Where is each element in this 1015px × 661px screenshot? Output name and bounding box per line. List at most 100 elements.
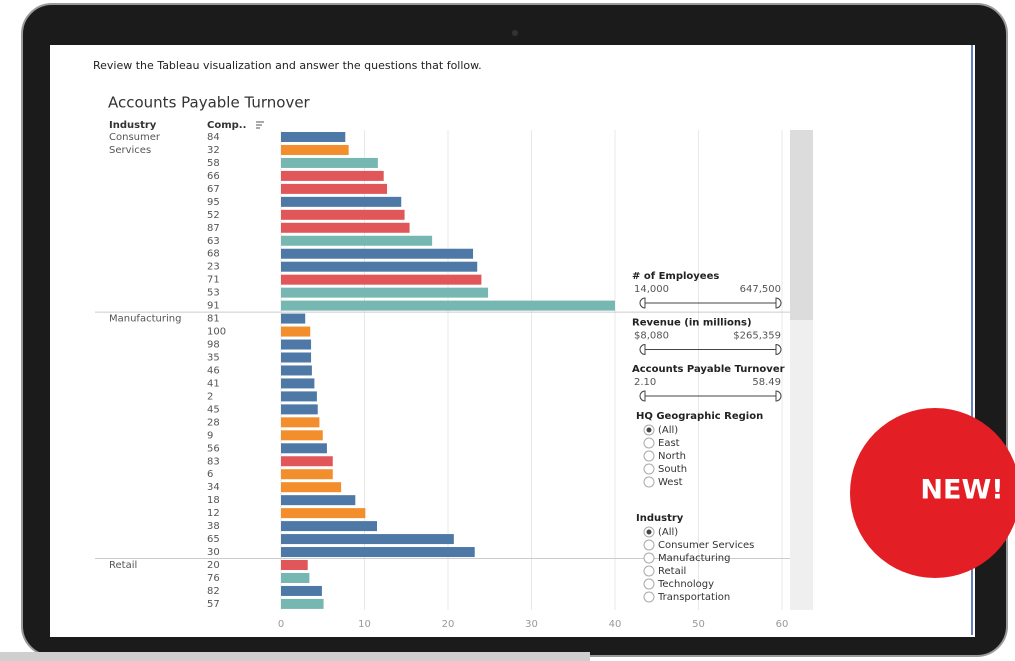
bar — [281, 443, 327, 454]
bar — [281, 508, 366, 519]
x-tick-label: 40 — [609, 619, 622, 630]
radio[interactable] — [643, 476, 655, 488]
company-label: 12 — [207, 508, 220, 519]
company-label: 100 — [207, 327, 226, 338]
range-max: 58.49 — [752, 377, 781, 388]
radio[interactable] — [643, 552, 655, 564]
radio-label[interactable]: Transportation — [657, 592, 730, 603]
bar — [281, 196, 402, 207]
company-label: 41 — [207, 378, 220, 389]
radio-label[interactable]: Consumer Services — [658, 540, 754, 551]
company-label: 38 — [207, 521, 220, 532]
bar — [281, 339, 312, 350]
radio-label[interactable]: (All) — [658, 425, 678, 436]
slider-handle[interactable] — [639, 390, 646, 402]
company-label: 45 — [207, 404, 220, 415]
bar — [281, 534, 454, 545]
scroll-thumb[interactable] — [790, 130, 813, 320]
bar — [281, 170, 384, 181]
radio-label[interactable]: Technology — [657, 579, 714, 590]
radio[interactable] — [643, 539, 655, 551]
slider-handle[interactable] — [639, 343, 646, 356]
bar — [281, 430, 323, 441]
company-label: 76 — [207, 573, 220, 584]
bar — [281, 313, 306, 324]
company-label: 53 — [207, 288, 220, 299]
range-min: $8,080 — [634, 331, 669, 342]
company-label: 95 — [207, 197, 220, 208]
camera — [512, 30, 518, 36]
bar — [281, 585, 322, 596]
sort-icon[interactable] — [256, 121, 264, 129]
industry-label: Consumer Services — [109, 132, 161, 156]
radio-label[interactable]: East — [658, 438, 680, 449]
company-label: 81 — [207, 314, 220, 325]
bar — [281, 598, 324, 609]
radio-label[interactable]: Retail — [658, 566, 686, 577]
radio-label[interactable]: Manufacturing — [658, 553, 730, 564]
bar — [281, 209, 405, 220]
bar — [281, 391, 317, 402]
column-header: Comp.. — [207, 120, 246, 131]
radio-label[interactable]: South — [658, 464, 687, 475]
x-tick-label: 50 — [692, 619, 705, 630]
company-label: 67 — [207, 184, 220, 195]
company-label: 46 — [207, 365, 220, 376]
filter-panel: # of Employees 14,000 647,500 Revenue (in m… — [632, 271, 785, 603]
company-label: 58 — [207, 158, 220, 169]
company-label: 63 — [207, 236, 220, 247]
slider-handle[interactable] — [775, 390, 782, 402]
chart-title: Accounts Payable Turnover — [108, 94, 311, 112]
filter-title: Accounts Payable Turnover — [632, 364, 785, 375]
radio[interactable] — [643, 463, 655, 475]
bar — [281, 495, 356, 506]
company-label: 68 — [207, 249, 220, 260]
slider-handle[interactable] — [775, 297, 782, 309]
bar — [281, 456, 333, 467]
radio-label[interactable]: West — [658, 477, 683, 488]
filter-title: Industry — [636, 513, 684, 524]
radio-dot — [646, 529, 652, 535]
company-label: 66 — [207, 171, 220, 182]
company-label: 84 — [207, 132, 220, 143]
industry-label: Retail — [109, 560, 137, 571]
radio[interactable] — [643, 450, 655, 462]
x-tick-label: 30 — [525, 619, 538, 630]
filter-title: Revenue (in millions) — [632, 318, 752, 329]
bar — [281, 222, 410, 233]
company-label: 2 — [207, 391, 213, 402]
company-label: 98 — [207, 340, 220, 351]
radio[interactable] — [643, 591, 655, 603]
company-label: 83 — [207, 456, 220, 467]
radio[interactable] — [643, 565, 655, 577]
bar — [281, 300, 615, 311]
bar — [281, 352, 312, 363]
radio-label[interactable]: (All) — [658, 527, 678, 538]
radio[interactable] — [643, 437, 655, 449]
company-label: 30 — [207, 547, 220, 558]
x-tick-label: 20 — [442, 619, 455, 630]
company-label: 56 — [207, 443, 220, 454]
slider-handle[interactable] — [775, 343, 782, 356]
bar — [281, 469, 333, 480]
bar — [281, 560, 308, 571]
bar — [281, 521, 378, 532]
column-header: Industry — [109, 120, 157, 131]
filter-title: HQ Geographic Region — [636, 411, 763, 422]
bar — [281, 378, 315, 389]
bar — [281, 183, 388, 194]
bar — [281, 417, 320, 428]
slider-handle[interactable] — [639, 297, 646, 309]
company-label: 91 — [207, 301, 220, 312]
radio-label[interactable]: North — [658, 451, 686, 462]
instruction: Review the Tableau visualization and ans… — [93, 59, 482, 72]
bar — [281, 274, 482, 285]
company-label: 28 — [207, 417, 220, 428]
company-label: 23 — [207, 262, 220, 273]
filter-title: # of Employees — [632, 271, 719, 282]
bar — [281, 572, 310, 583]
radio[interactable] — [643, 578, 655, 590]
range-max: $265,359 — [733, 331, 781, 342]
